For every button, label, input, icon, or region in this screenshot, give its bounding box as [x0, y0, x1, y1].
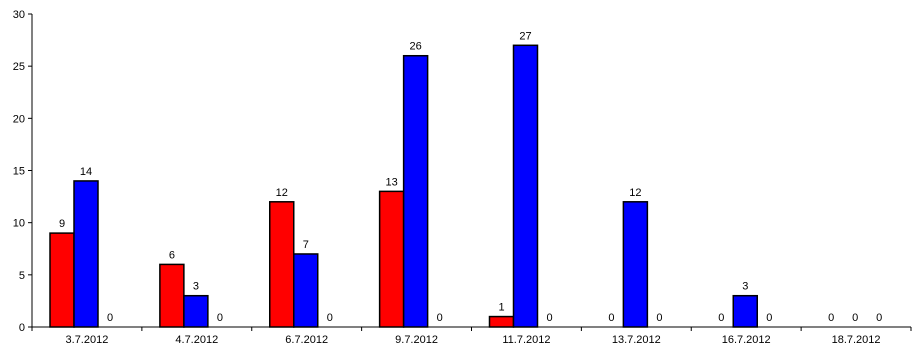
y-tick-label: 30	[13, 9, 25, 21]
bar-series-1	[488, 315, 515, 328]
data-label: 0	[608, 312, 614, 324]
bar-series-2	[622, 201, 649, 328]
bar-series-2	[73, 180, 99, 328]
data-label: 0	[828, 312, 834, 324]
bar-series-1	[49, 232, 75, 328]
bar-series-1	[269, 201, 295, 328]
data-label: 6	[169, 249, 175, 261]
y-tick-label: 0	[19, 322, 25, 334]
data-label: 3	[742, 281, 748, 293]
bar-series-2	[512, 44, 539, 328]
data-label: 13	[386, 176, 398, 188]
data-label: 26	[410, 41, 422, 53]
x-tick-label: 4.7.2012	[175, 334, 218, 346]
x-tick-label: 13.7.2012	[612, 334, 661, 346]
data-label: 0	[656, 312, 662, 324]
y-axis: 0 5 10 15 20 25 30	[13, 9, 33, 334]
data-label: 0	[107, 312, 113, 324]
y-tick-label: 20	[13, 113, 25, 125]
bars	[49, 44, 758, 328]
x-tick-label: 3.7.2012	[66, 334, 109, 346]
data-label: 27	[519, 30, 531, 42]
x-tick-label: 18.7.2012	[832, 334, 881, 346]
bar-series-2	[732, 294, 758, 328]
x-tick-label: 6.7.2012	[285, 334, 328, 346]
y-tick-label: 15	[13, 166, 25, 178]
bar-series-1	[159, 263, 185, 328]
data-label: 0	[546, 312, 552, 324]
y-tick-label: 25	[13, 61, 25, 73]
data-label: 9	[59, 218, 65, 230]
bar-series-2	[183, 294, 209, 328]
x-axis: 3.7.2012 4.7.2012 6.7.2012 9.7.2012 11.7.201…	[31, 326, 912, 346]
bar-series-1	[378, 190, 405, 328]
x-tick-label: 16.7.2012	[722, 334, 771, 346]
data-label: 0	[327, 312, 333, 324]
bar-series-2	[293, 253, 319, 328]
data-label: 0	[437, 312, 443, 324]
x-tick-label: 9.7.2012	[395, 334, 438, 346]
bar-series-2	[402, 54, 429, 328]
data-label: 3	[193, 281, 199, 293]
y-tick-label: 5	[19, 270, 25, 282]
data-label: 1	[498, 302, 504, 314]
data-label: 0	[718, 312, 724, 324]
data-label: 7	[303, 239, 309, 251]
data-label: 12	[629, 187, 641, 199]
data-label: 12	[276, 187, 288, 199]
x-tick-label: 11.7.2012	[502, 334, 550, 346]
data-label: 0	[766, 312, 772, 324]
data-label: 0	[217, 312, 223, 324]
data-label: 0	[852, 312, 858, 324]
data-label: 14	[80, 166, 92, 178]
data-label: 0	[876, 312, 882, 324]
data-labels: 9 6 12 13 1 0 0 0 14 3 7 26 27 12 3 0 0 0 0 0 0 0 0 0	[59, 30, 882, 324]
y-tick-label: 10	[13, 218, 25, 230]
